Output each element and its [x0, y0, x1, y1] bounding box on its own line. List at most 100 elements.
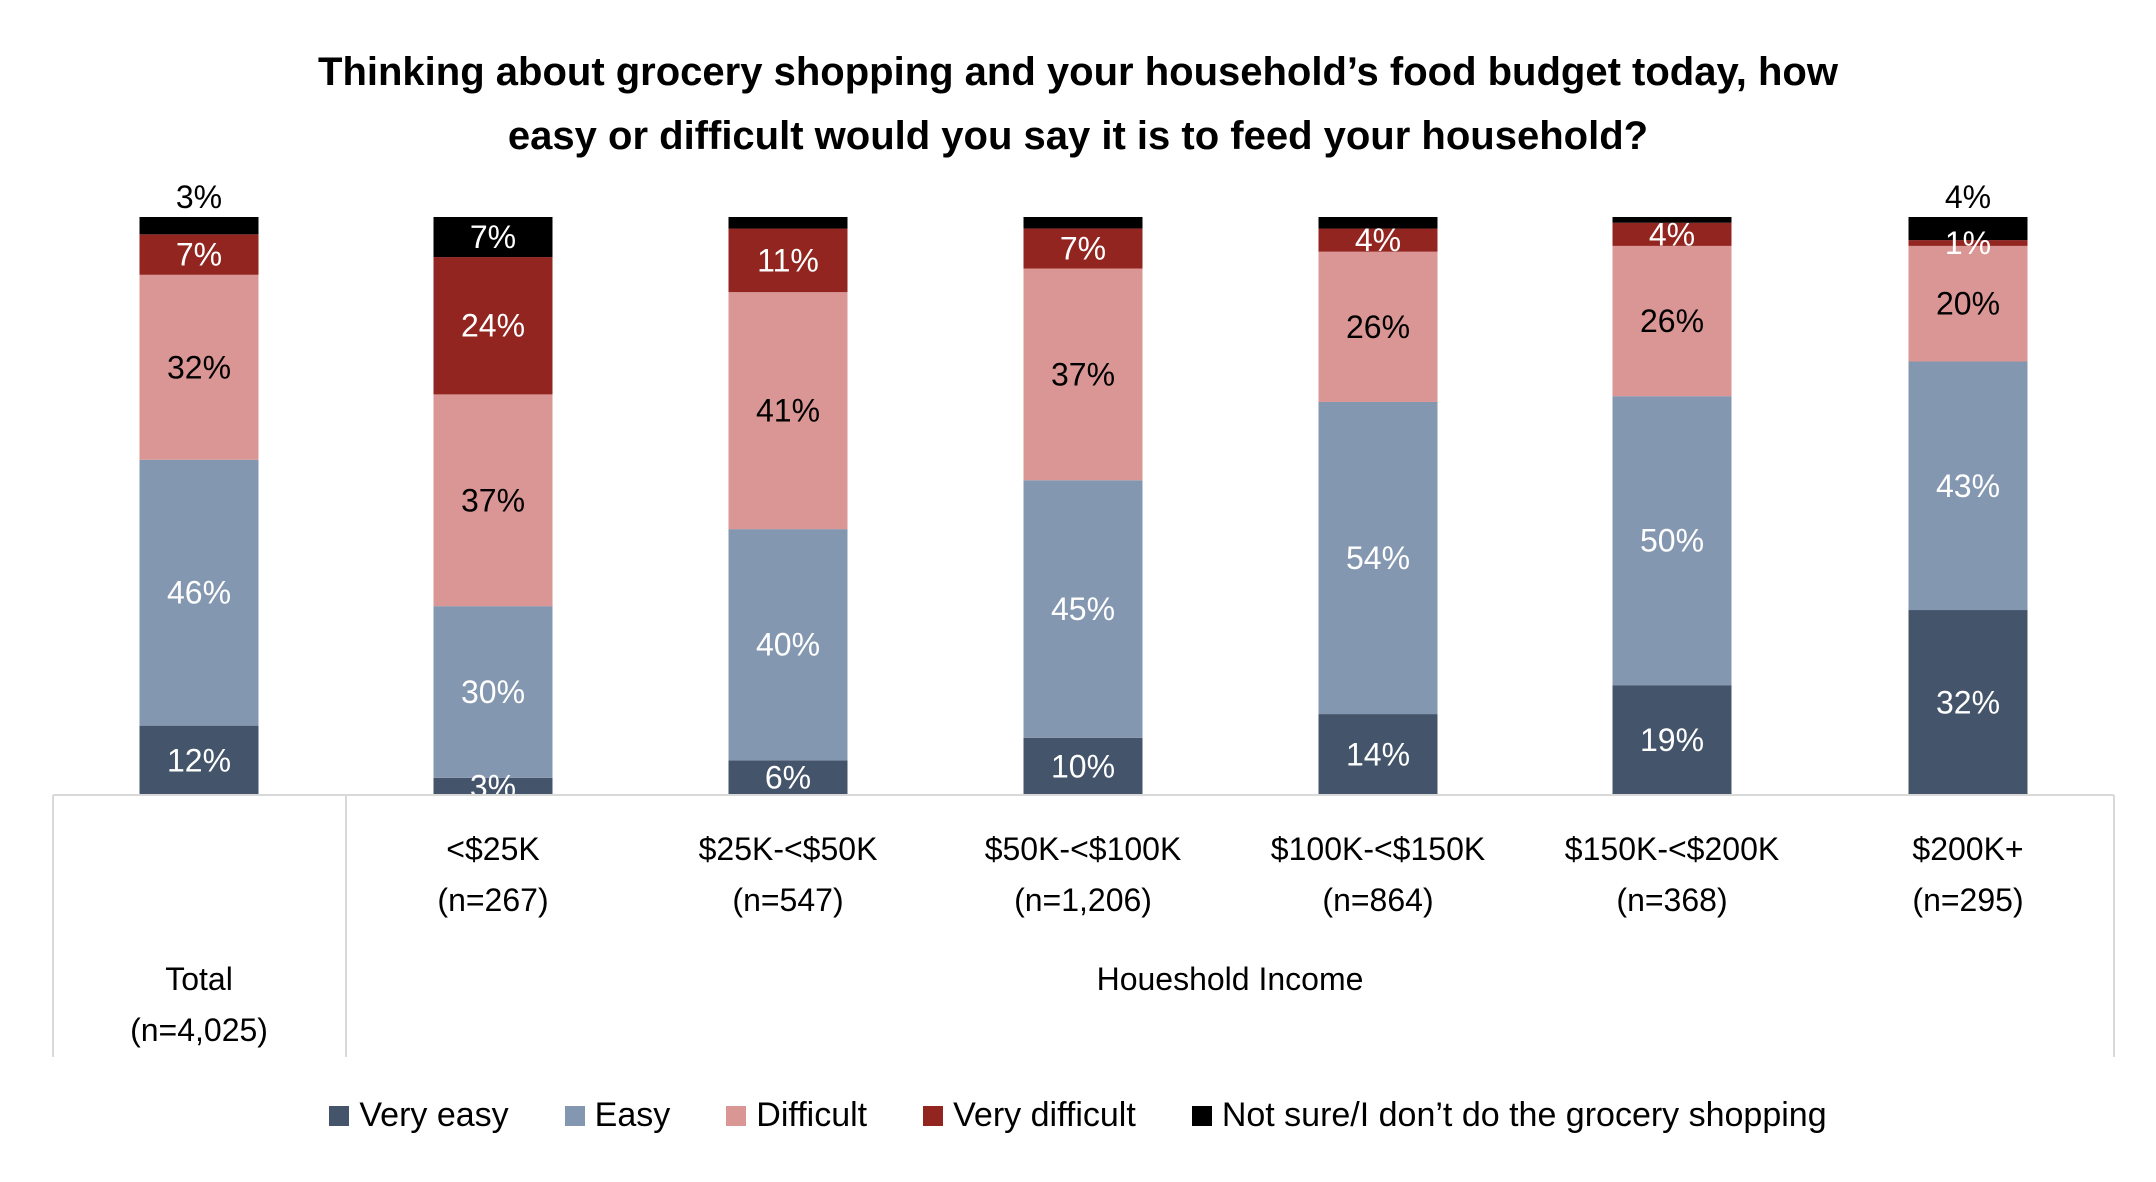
data-label: 7%	[470, 219, 516, 255]
category-label: $150K-<$200K	[1565, 831, 1779, 867]
data-label: 3%	[470, 768, 516, 804]
bar-3: 10% 45% 37% 7%	[1023, 217, 1143, 795]
category-label: $50K-<$100K	[985, 831, 1182, 867]
bar-6: 32% 43% 20% 1% 4%	[1908, 179, 2028, 795]
legend-swatch	[564, 1105, 585, 1126]
stacked-bar-chart: 12% 46% 32% 7% 3% 3% 30% 37% 24% 7% 6% 40% 41% 11% 10%…	[52, 179, 2115, 1057]
data-label: 26%	[1640, 303, 1704, 339]
data-label: 4%	[1649, 216, 1695, 252]
data-label: 7%	[176, 237, 222, 273]
bar-4: 14% 54% 26% 4%	[1318, 217, 1438, 795]
bar-2: 6% 40% 41% 11%	[728, 217, 848, 796]
bar-segment-very-2	[728, 760, 848, 795]
bar-segment-very-2	[728, 228, 848, 293]
legend-label: Difficult	[756, 1096, 868, 1134]
total-n: (n=4,025)	[130, 1012, 268, 1048]
data-label: 7%	[1060, 230, 1106, 266]
data-label: 3%	[176, 179, 222, 215]
category-n: (n=295)	[1912, 882, 2023, 918]
bar-segment-easy-0	[139, 459, 259, 726]
category-n: (n=547)	[732, 882, 843, 918]
total-label: Total	[165, 961, 233, 997]
data-label: 24%	[461, 308, 525, 344]
bar-segment-not-3	[1023, 217, 1143, 229]
group-label: Houeshold Income	[1097, 961, 1364, 997]
data-label: 41%	[756, 393, 820, 429]
bar-segment-very-1	[433, 777, 553, 795]
data-label: 40%	[756, 627, 820, 663]
bar-5: 19% 50% 26% 4%	[1612, 216, 1732, 795]
data-label: 37%	[461, 482, 525, 518]
legend-label: Very easy	[359, 1096, 509, 1134]
legend-swatch	[329, 1105, 350, 1126]
bar-segment-not-0	[139, 217, 259, 235]
category-n: (n=368)	[1616, 882, 1727, 918]
bar-segment-difficult-3	[1023, 268, 1143, 481]
legend-swatch	[923, 1105, 944, 1126]
bar-segment-very-6	[1908, 240, 2028, 246]
bar-1: 3% 30% 37% 24% 7%	[433, 217, 553, 804]
data-label: 11%	[757, 242, 819, 278]
data-label: 54%	[1346, 540, 1410, 576]
category-n: (n=267)	[437, 882, 548, 918]
data-label: 43%	[1936, 468, 2000, 504]
legend-item: Not sure/I don’t do the grocery shopping	[1191, 1096, 1827, 1135]
bar-segment-difficult-2	[728, 292, 848, 530]
category-n: (n=1,206)	[1014, 882, 1152, 918]
bar-segment-very-3	[1023, 228, 1143, 269]
bar-segment-very-4	[1318, 228, 1438, 252]
data-label: 37%	[1051, 356, 1115, 392]
bar-segment-not-5	[1612, 217, 1732, 223]
data-label: 19%	[1640, 722, 1704, 758]
category-n: (n=864)	[1322, 882, 1433, 918]
data-label: 12%	[167, 742, 231, 778]
bar-segment-very-0	[139, 725, 259, 795]
legend-item: Easy	[564, 1096, 671, 1135]
legend-label: Easy	[594, 1096, 671, 1134]
data-label: 50%	[1640, 523, 1704, 559]
bar-segment-difficult-0	[139, 274, 259, 460]
bar-segment-easy-3	[1023, 480, 1143, 738]
title-line-2: easy or difficult would you say it is to…	[507, 114, 1649, 158]
bar-segment-very-5	[1612, 685, 1732, 795]
data-label: 32%	[167, 349, 231, 385]
legend-swatch	[726, 1105, 747, 1126]
bar-segment-not-4	[1318, 217, 1438, 229]
data-label: 10%	[1051, 748, 1115, 784]
bar-segment-very-0	[139, 234, 259, 275]
chart-title: Thinking about grocery shopping and your…	[0, 40, 2156, 168]
legend-label: Very difficult	[953, 1096, 1136, 1134]
bar-segment-very-1	[433, 257, 553, 395]
bar-total: 12% 46% 32% 7% 3%	[139, 179, 259, 795]
bar-segment-very-4	[1318, 714, 1438, 795]
data-label: 20%	[1936, 286, 2000, 322]
legend: Very easy Easy Difficult Very difficult Not …	[0, 1096, 2156, 1135]
data-label: 30%	[461, 674, 525, 710]
bar-segment-not-2	[728, 217, 848, 229]
category-label: $100K-<$150K	[1271, 831, 1485, 867]
bar-segment-difficult-6	[1908, 245, 2028, 362]
data-label: 1%	[1945, 225, 1991, 261]
data-label: 6%	[765, 760, 811, 796]
legend-item: Very easy	[329, 1096, 509, 1135]
bar-segment-easy-4	[1318, 401, 1438, 715]
bar-segment-very-5	[1612, 222, 1732, 246]
data-label: 45%	[1051, 591, 1115, 627]
bar-segment-easy-1	[433, 606, 553, 778]
bar-segment-easy-2	[728, 529, 848, 761]
legend-item: Difficult	[726, 1096, 867, 1135]
category-label: $25K-<$50K	[699, 831, 878, 867]
bar-segment-difficult-1	[433, 394, 553, 607]
bar-segment-not-1	[433, 217, 553, 258]
data-label: 46%	[167, 575, 231, 611]
bar-segment-very-3	[1023, 737, 1143, 795]
category-table: Total (n=4,025) Houeshold Income <$25K (n…	[52, 794, 2115, 1057]
bar-segment-easy-6	[1908, 361, 2028, 611]
bars: 12% 46% 32% 7% 3% 3% 30% 37% 24% 7% 6% 40% 41% 11% 10%…	[139, 179, 2028, 804]
category-label: $200K+	[1912, 831, 2023, 867]
category-label: <$25K	[446, 831, 539, 867]
title-line-1: Thinking about grocery shopping and your…	[318, 50, 1838, 94]
data-label: 32%	[1936, 685, 2000, 721]
bar-segment-difficult-5	[1612, 245, 1732, 397]
bar-segment-very-6	[1908, 610, 2028, 795]
